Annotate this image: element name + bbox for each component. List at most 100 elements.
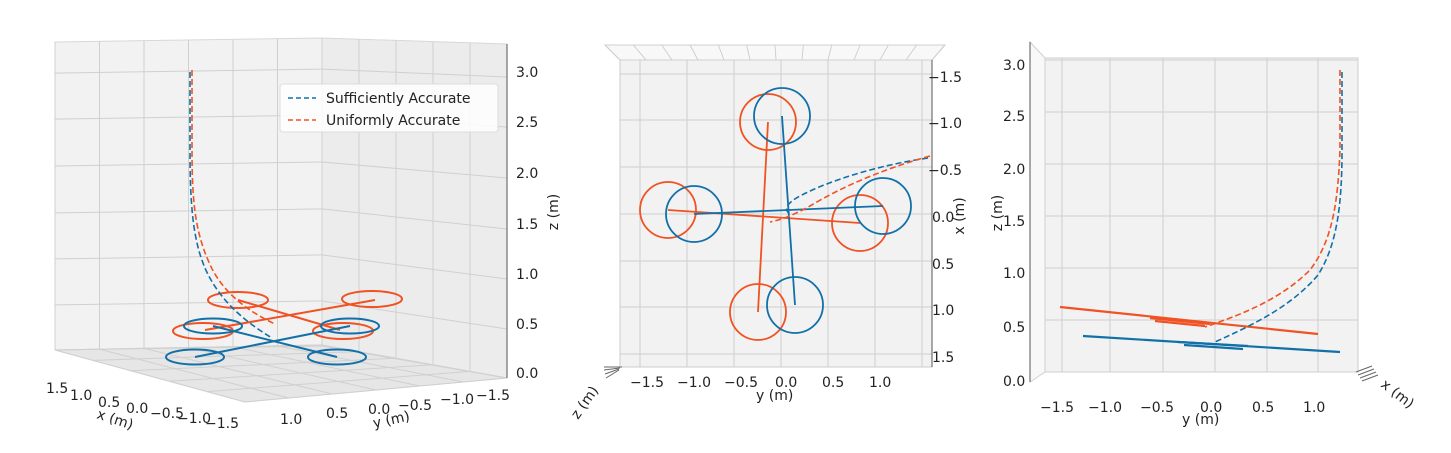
rotor-edge	[1149, 316, 1211, 326]
y-tick-label: 0.5	[326, 406, 348, 422]
y-tick-label: 1.0	[1303, 400, 1325, 416]
x-tick-label: 1.5	[932, 350, 954, 366]
tick-mark	[604, 368, 620, 375]
z-tick-label: 0.0	[1003, 374, 1025, 390]
tick-mark	[1359, 371, 1377, 379]
y-tick-label: −0.5	[398, 398, 432, 414]
y-tick-label: 1.0	[869, 375, 891, 391]
y-tick-label: 0.5	[822, 375, 844, 391]
tick-mark	[1355, 365, 1373, 373]
z-axis-label: z (m)	[546, 194, 562, 230]
z-axis-label: z (m)	[990, 195, 1006, 231]
x-axis-label: x (m)	[1378, 377, 1417, 413]
grid-line	[801, 44, 804, 61]
rotor-circle	[307, 348, 367, 366]
rotor-circle	[854, 177, 912, 235]
x-tick-label: 0.0	[932, 210, 954, 226]
x-tick-label: 0.0	[126, 401, 148, 417]
z-axis-label: z (m)	[568, 383, 602, 422]
series-sufficient-trajectory-side	[1214, 72, 1343, 343]
x-axis-label: x (m)	[952, 197, 968, 234]
z-tick-label: 2.5	[516, 115, 538, 131]
rotor-circle	[207, 291, 269, 309]
series-sufficient-trajectory-top	[785, 157, 929, 215]
y-axis-label: y (m)	[756, 388, 793, 404]
grid-line	[321, 208, 508, 230]
z-tick-label: 2.5	[1003, 109, 1025, 125]
y-axis-label: y (m)	[1182, 412, 1219, 428]
rotor-circle	[320, 317, 380, 335]
grid-line	[99, 348, 289, 399]
grid-line	[54, 349, 246, 403]
grid-line	[232, 346, 420, 387]
z-tick-label: 0.5	[1003, 320, 1025, 336]
rotor-edge	[1183, 343, 1244, 351]
grid-line	[130, 357, 397, 372]
x-axis: 1.5 1.0 0.5 0.0 −0.5 −1.0 −1.5 x (m)	[46, 381, 239, 433]
z-axis-depth: z (m)	[568, 366, 622, 422]
grid-line	[277, 345, 464, 383]
rotor-edge	[1154, 319, 1206, 328]
x-tick-label: −1.0	[177, 411, 211, 427]
grid-line	[632, 44, 647, 61]
x-tick-label: −1.5	[928, 70, 962, 86]
x-tick-label: 1.5	[46, 381, 68, 397]
grid-line	[604, 44, 621, 61]
grid-line	[168, 364, 434, 382]
tick-mark	[1357, 368, 1375, 376]
grid-line	[717, 44, 725, 61]
z-tick-label: 3.0	[516, 65, 538, 81]
y-axis-bottom: −1.5 −1.0 −0.5 0.0 0.5 1.0 y (m)	[630, 375, 891, 404]
drone-pose-sufficient-side	[1082, 334, 1341, 354]
drone-arm	[693, 205, 884, 215]
grid-line	[206, 370, 471, 393]
y-tick-label: 1.0	[280, 412, 302, 428]
z-tick-label: 1.5	[516, 217, 538, 233]
rotor-circle	[639, 181, 697, 239]
series-uniform-trajectory-top	[769, 155, 931, 223]
rotor-circle	[729, 283, 787, 341]
drone-pose-uniform	[172, 290, 403, 340]
x-tick-label: 0.5	[98, 395, 120, 411]
legend-label-uniform: Uniformly Accurate	[326, 113, 460, 129]
z-tick-label: 1.0	[1003, 266, 1025, 282]
y-tick-label: 0.0	[1200, 400, 1222, 416]
panel-top: −1.5 −1.0 −0.5 0.0 0.5 1.0 1.5 x (m) −1.…	[568, 44, 968, 422]
y-axis-bottom: −1.5 −1.0 −0.5 0.0 0.5 1.0 y (m)	[1040, 400, 1325, 428]
grid-line	[321, 254, 508, 280]
grid-line	[661, 44, 673, 61]
z-axis: 0.0 0.5 1.0 1.5 2.0 2.5 3.0 z (m)	[506, 44, 562, 382]
x-tick-label: 1.0	[70, 388, 92, 404]
y-tick-label: −1.0	[1088, 400, 1122, 416]
x-axis-depth: x (m)	[1355, 365, 1417, 413]
drone-pose-sufficient-top	[665, 87, 912, 334]
y-tick-label: −1.0	[440, 392, 474, 408]
x-tick-label: 0.5	[932, 257, 954, 273]
z-tick-label: 3.0	[1003, 58, 1025, 74]
y-axis-label: y (m)	[372, 409, 412, 432]
y-axis: 1.0 0.5 0.0 −0.5 −1.0 −1.5 y (m)	[280, 388, 510, 432]
y-tick-label: 0.5	[1252, 400, 1274, 416]
x-tick-label: −1.0	[928, 116, 962, 132]
grid-line	[905, 44, 918, 61]
rotor-circle	[341, 290, 403, 308]
y-tick-label: −1.5	[630, 375, 664, 391]
drone-arm	[1059, 305, 1319, 336]
panel-3d: 0.0 0.5 1.0 1.5 2.0 2.5 3.0 z (m) 1.5 1.…	[46, 37, 562, 433]
panel-side: 0.0 0.5 1.0 1.5 2.0 2.5 3.0 z (m) −1.5 −…	[990, 40, 1417, 428]
grid-line	[188, 347, 377, 391]
tick-mark	[605, 369, 620, 379]
z-tick-label: 2.0	[516, 166, 538, 182]
x-tick-label: 1.0	[932, 303, 954, 319]
y-tick-label: 0.0	[368, 402, 390, 418]
grid-line	[879, 44, 889, 61]
grid-line	[321, 161, 508, 179]
rotor-circle	[165, 348, 225, 366]
z-tick-label: 2.0	[1003, 162, 1025, 178]
rotor-circle	[831, 194, 889, 252]
y-tick-label: −0.5	[724, 375, 758, 391]
drone-arm	[667, 209, 861, 224]
rotor-circle	[183, 317, 243, 335]
z-axis-left: 0.0 0.5 1.0 1.5 2.0 2.5 3.0 z (m)	[990, 42, 1031, 390]
